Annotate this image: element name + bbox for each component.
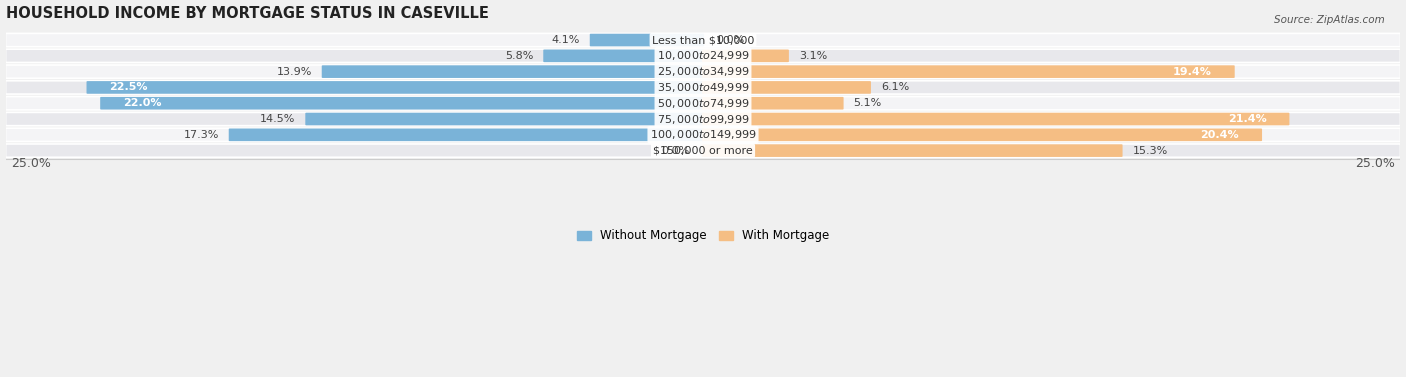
Text: 15.3%: 15.3% bbox=[1132, 146, 1167, 156]
FancyBboxPatch shape bbox=[6, 34, 1400, 47]
Text: 5.8%: 5.8% bbox=[505, 51, 533, 61]
Text: 5.1%: 5.1% bbox=[853, 98, 882, 108]
Text: 17.3%: 17.3% bbox=[184, 130, 219, 140]
Text: 0.0%: 0.0% bbox=[717, 35, 745, 45]
FancyBboxPatch shape bbox=[6, 144, 1400, 157]
FancyBboxPatch shape bbox=[100, 97, 704, 110]
FancyBboxPatch shape bbox=[702, 65, 1234, 78]
Text: 22.5%: 22.5% bbox=[110, 83, 148, 92]
FancyBboxPatch shape bbox=[702, 81, 870, 94]
Text: $150,000 or more: $150,000 or more bbox=[654, 146, 752, 156]
Text: 25.0%: 25.0% bbox=[1355, 157, 1395, 170]
Text: $35,000 to $49,999: $35,000 to $49,999 bbox=[657, 81, 749, 94]
FancyBboxPatch shape bbox=[229, 129, 704, 141]
Text: 13.9%: 13.9% bbox=[277, 67, 312, 77]
FancyBboxPatch shape bbox=[305, 113, 704, 125]
FancyBboxPatch shape bbox=[6, 65, 1400, 78]
Text: 20.4%: 20.4% bbox=[1201, 130, 1239, 140]
FancyBboxPatch shape bbox=[6, 81, 1400, 94]
FancyBboxPatch shape bbox=[702, 113, 1289, 125]
FancyBboxPatch shape bbox=[6, 112, 1400, 126]
Text: 21.4%: 21.4% bbox=[1227, 114, 1267, 124]
FancyBboxPatch shape bbox=[543, 49, 704, 62]
Text: $10,000 to $24,999: $10,000 to $24,999 bbox=[657, 49, 749, 62]
Text: 0.0%: 0.0% bbox=[661, 146, 689, 156]
Text: 22.0%: 22.0% bbox=[124, 98, 162, 108]
FancyBboxPatch shape bbox=[6, 128, 1400, 141]
FancyBboxPatch shape bbox=[702, 49, 789, 62]
FancyBboxPatch shape bbox=[702, 97, 844, 110]
FancyBboxPatch shape bbox=[6, 97, 1400, 110]
FancyBboxPatch shape bbox=[87, 81, 704, 94]
Text: 19.4%: 19.4% bbox=[1173, 67, 1212, 77]
Text: 25.0%: 25.0% bbox=[11, 157, 51, 170]
Text: $50,000 to $74,999: $50,000 to $74,999 bbox=[657, 97, 749, 110]
FancyBboxPatch shape bbox=[702, 144, 1122, 157]
Text: Source: ZipAtlas.com: Source: ZipAtlas.com bbox=[1274, 15, 1385, 25]
FancyBboxPatch shape bbox=[589, 34, 704, 46]
Text: 4.1%: 4.1% bbox=[551, 35, 579, 45]
Text: $75,000 to $99,999: $75,000 to $99,999 bbox=[657, 112, 749, 126]
Text: 3.1%: 3.1% bbox=[799, 51, 827, 61]
Text: HOUSEHOLD INCOME BY MORTGAGE STATUS IN CASEVILLE: HOUSEHOLD INCOME BY MORTGAGE STATUS IN C… bbox=[6, 6, 488, 21]
Legend: Without Mortgage, With Mortgage: Without Mortgage, With Mortgage bbox=[572, 225, 834, 247]
Text: Less than $10,000: Less than $10,000 bbox=[652, 35, 754, 45]
Text: $100,000 to $149,999: $100,000 to $149,999 bbox=[650, 128, 756, 141]
Text: $25,000 to $34,999: $25,000 to $34,999 bbox=[657, 65, 749, 78]
FancyBboxPatch shape bbox=[322, 65, 704, 78]
FancyBboxPatch shape bbox=[6, 49, 1400, 63]
Text: 14.5%: 14.5% bbox=[260, 114, 295, 124]
FancyBboxPatch shape bbox=[702, 129, 1263, 141]
Text: 6.1%: 6.1% bbox=[880, 83, 910, 92]
